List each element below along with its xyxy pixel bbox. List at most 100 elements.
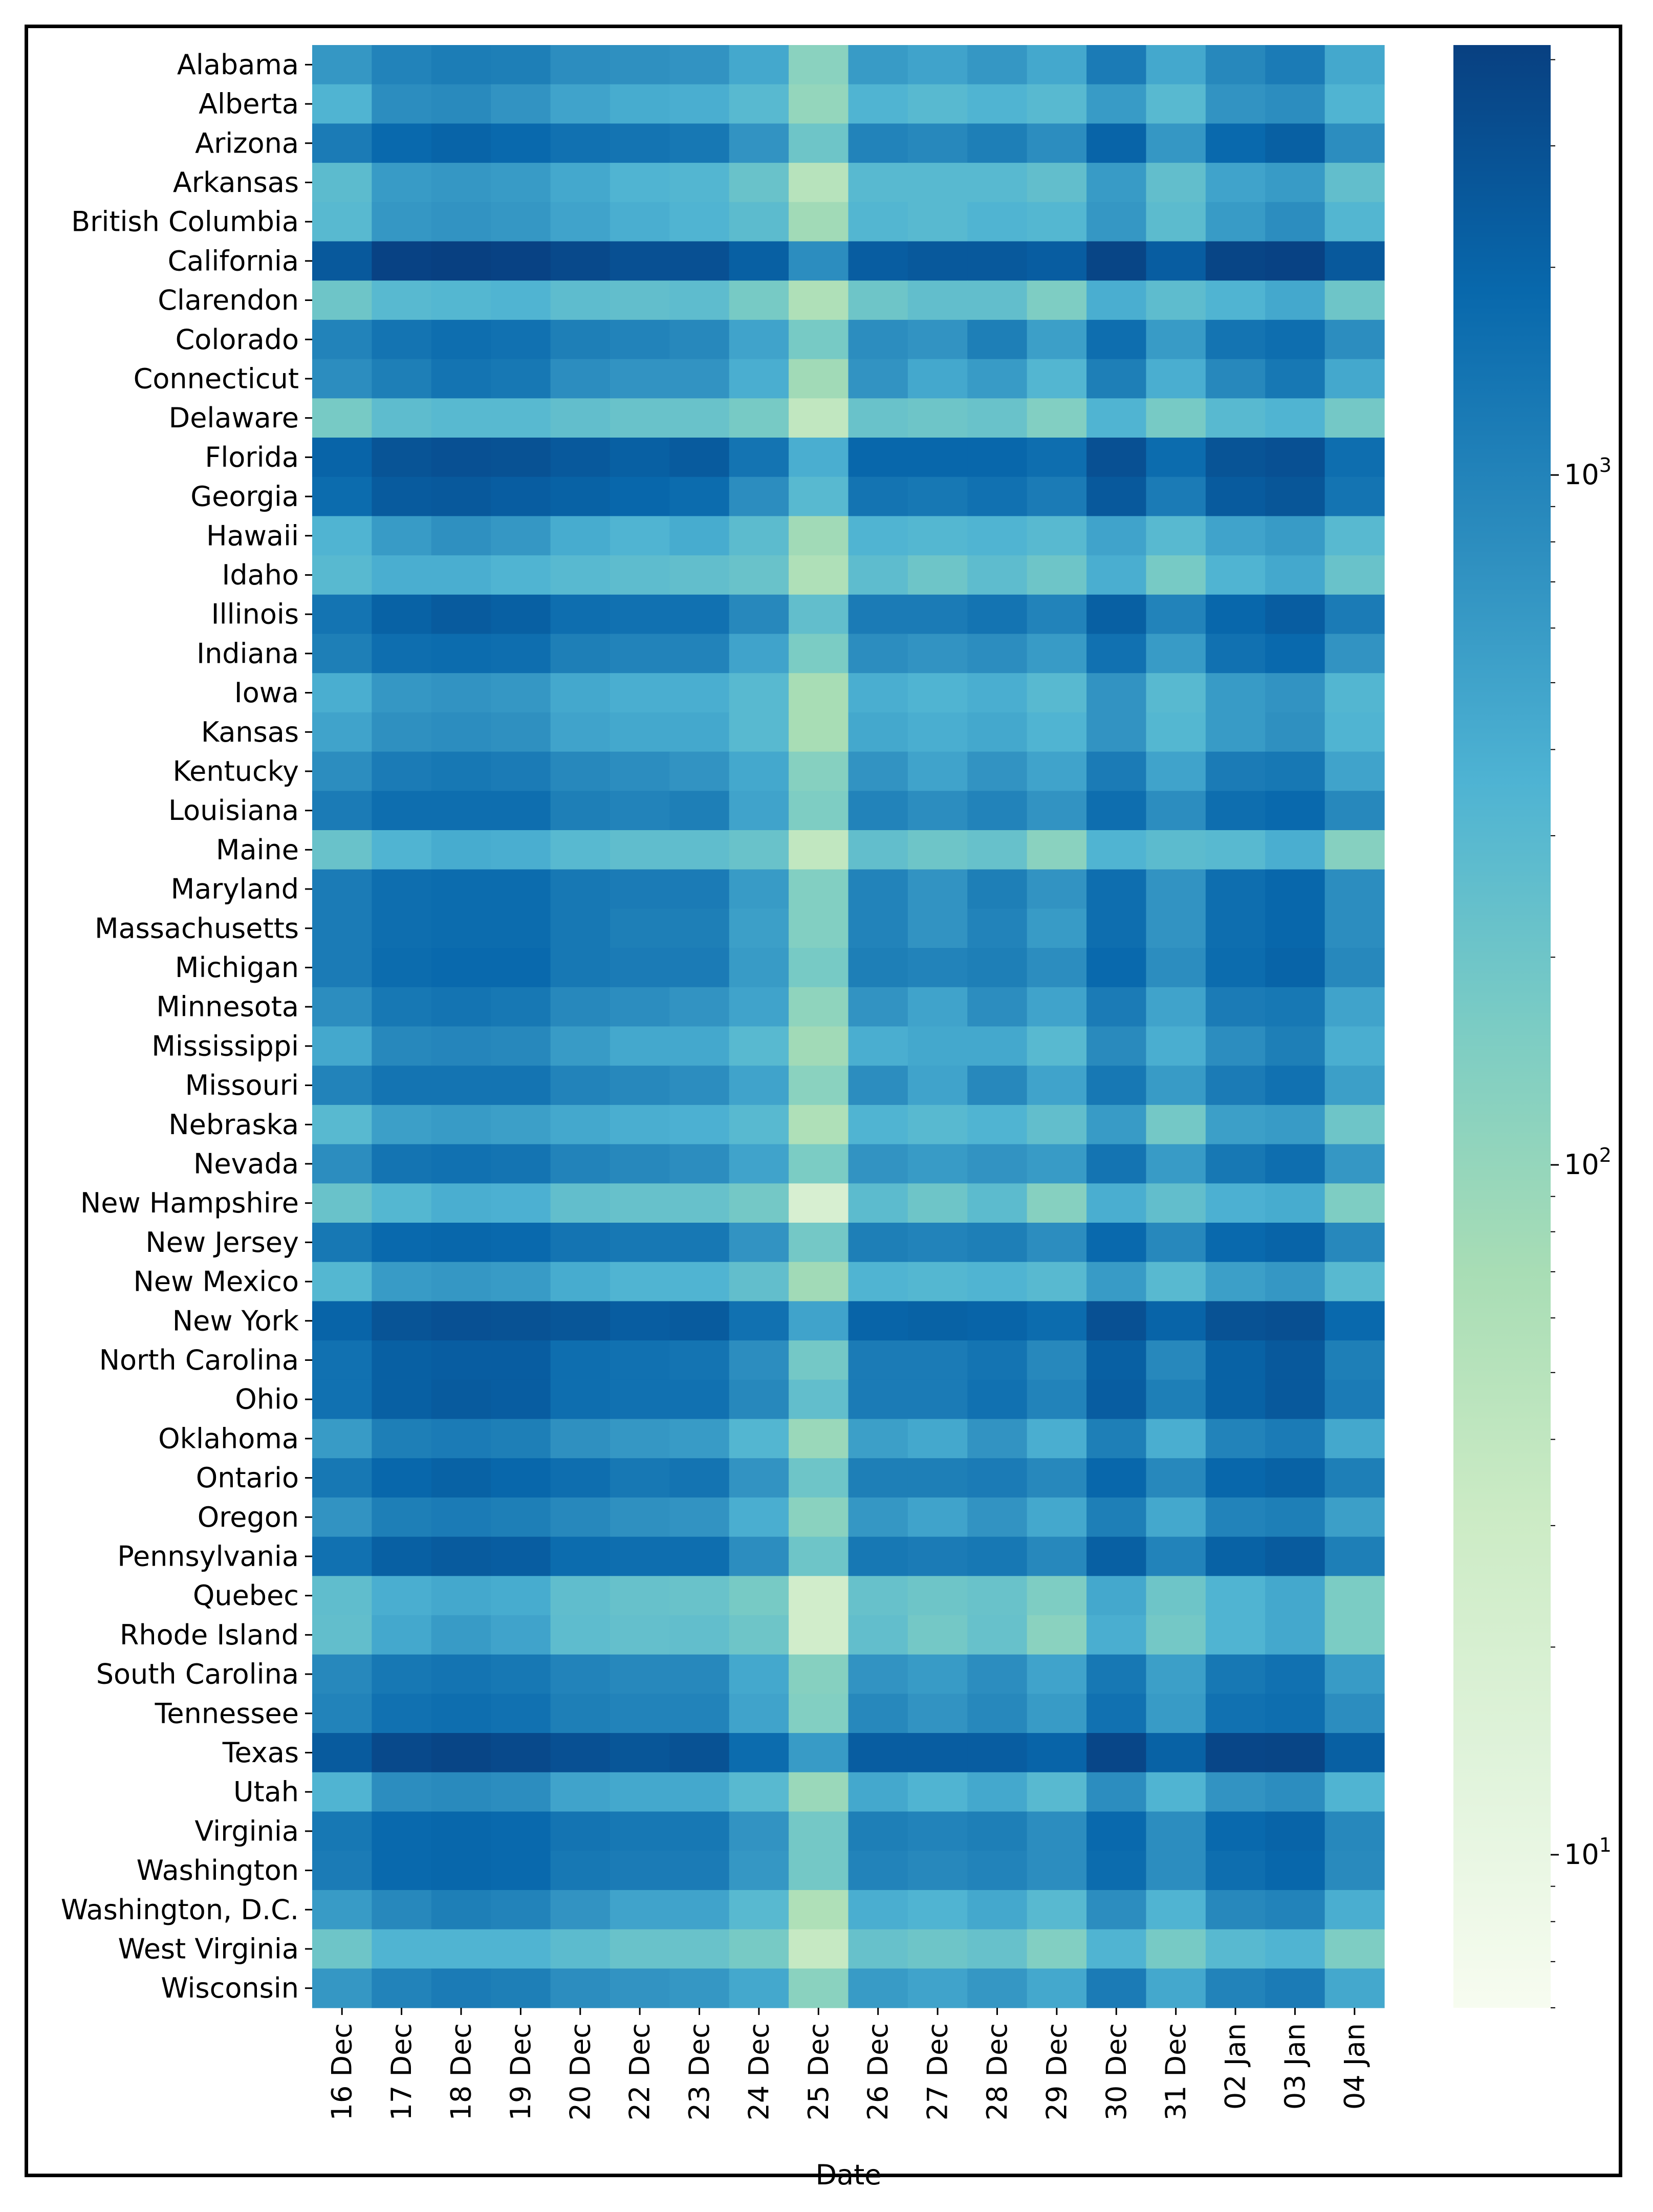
heatmap-cell (312, 1968, 372, 2008)
heatmap-cell (729, 1615, 789, 1655)
heatmap-cell (1205, 673, 1266, 713)
heatmap-cell (431, 398, 491, 438)
heatmap-cell (729, 1497, 789, 1537)
heatmap-cell (312, 1576, 372, 1616)
heatmap-cell (610, 830, 670, 870)
heatmap-cell (1146, 908, 1206, 948)
heatmap-cell (491, 908, 551, 948)
heatmap-cell (907, 1340, 968, 1380)
heatmap-cell (431, 1772, 491, 1812)
heatmap-cell (1086, 1890, 1147, 1930)
heatmap-cell (1205, 1262, 1266, 1302)
heatmap-cell (1027, 830, 1087, 870)
heatmap-cell (431, 1183, 491, 1223)
heatmap-cell (1205, 1301, 1266, 1341)
heatmap-cell (789, 751, 849, 791)
heatmap-cell (1324, 1890, 1385, 1930)
y-tick-label: Alberta (199, 88, 299, 120)
heatmap-cells (312, 45, 1385, 2008)
heatmap-cell (967, 594, 1028, 635)
x-tick-label: 18 Dec (445, 2023, 477, 2120)
heatmap-cell (669, 555, 730, 595)
heatmap-cell (1146, 359, 1206, 399)
heatmap-cell (967, 751, 1028, 791)
heatmap-cell (729, 202, 789, 242)
heatmap-cell (848, 359, 908, 399)
heatmap-cell (1205, 1694, 1266, 1733)
heatmap-cell (848, 1536, 908, 1576)
heatmap-cell (967, 163, 1028, 203)
heatmap-cell (907, 1104, 968, 1145)
heatmap-cell (372, 1968, 432, 2008)
heatmap-cell (1086, 45, 1147, 85)
heatmap-cell (729, 1772, 789, 1812)
heatmap-cell (1086, 1301, 1147, 1341)
heatmap-cell (550, 634, 611, 674)
heatmap-cell (907, 712, 968, 752)
heatmap-cell (848, 1066, 908, 1105)
heatmap-cell (1086, 1929, 1147, 1969)
heatmap-cell (1027, 438, 1087, 478)
heatmap-cell (1146, 84, 1206, 124)
heatmap-cell (1265, 1890, 1325, 1930)
heatmap-cell (312, 398, 372, 438)
heatmap-cell (907, 123, 968, 163)
y-tick-label: Ohio (235, 1383, 299, 1416)
heatmap-cell (312, 280, 372, 320)
heatmap-cell (610, 1536, 670, 1576)
heatmap-cell (1146, 1968, 1206, 2008)
heatmap-cell (1205, 948, 1266, 988)
heatmap-cell (1265, 319, 1325, 360)
y-tick-label: Pennsylvania (117, 1540, 299, 1572)
heatmap-cell (1086, 476, 1147, 516)
x-tick-label: 22 Dec (624, 2023, 656, 2120)
heatmap-cell (1027, 1066, 1087, 1105)
heatmap-cell (907, 202, 968, 242)
heatmap-cell (1265, 712, 1325, 752)
heatmap-cell (1027, 1340, 1087, 1380)
colorbar-tick-exponent: 3 (1599, 454, 1612, 476)
heatmap-cell (550, 1772, 611, 1812)
x-tick-label: 16 Dec (326, 2023, 358, 2120)
heatmap-cell (372, 45, 432, 85)
heatmap-cell (1324, 555, 1385, 595)
heatmap-cell (669, 1458, 730, 1498)
heatmap-cell (789, 1104, 849, 1145)
y-tick-label: Georgia (190, 481, 299, 513)
heatmap-cell (491, 1301, 551, 1341)
heatmap-cell (431, 1733, 491, 1773)
heatmap-cell (848, 594, 908, 635)
heatmap-cell (1027, 1419, 1087, 1459)
heatmap-cell (372, 1223, 432, 1263)
heatmap-cell (1027, 241, 1087, 281)
heatmap-cell (1086, 594, 1147, 635)
heatmap-cell (1265, 1026, 1325, 1066)
heatmap-cell (848, 241, 908, 281)
heatmap-cell (372, 1929, 432, 1969)
heatmap-cell (431, 1654, 491, 1694)
heatmap-cell (848, 1851, 908, 1891)
heatmap-cell (1205, 555, 1266, 595)
heatmap-cell (1324, 1694, 1385, 1733)
heatmap-cell (1027, 1262, 1087, 1302)
heatmap-cell (848, 1733, 908, 1773)
heatmap-cell (848, 1615, 908, 1655)
heatmap-cell (907, 634, 968, 674)
heatmap-cell (907, 1576, 968, 1616)
heatmap-cell (431, 1104, 491, 1145)
y-tick-label: Maryland (171, 873, 299, 905)
heatmap-cell (1086, 1851, 1147, 1891)
heatmap-cell (1324, 987, 1385, 1027)
heatmap-cell (729, 1654, 789, 1694)
x-tick-label: 30 Dec (1100, 2023, 1133, 2120)
heatmap-cell (789, 476, 849, 516)
heatmap-cell (729, 476, 789, 516)
heatmap-cell (312, 1890, 372, 1930)
heatmap-cell (312, 202, 372, 242)
heatmap-cell (550, 1026, 611, 1066)
heatmap-cell (669, 1576, 730, 1616)
heatmap-cell (907, 1615, 968, 1655)
heatmap-cell (431, 438, 491, 478)
heatmap-cell (550, 319, 611, 360)
heatmap-cell (967, 1694, 1028, 1733)
